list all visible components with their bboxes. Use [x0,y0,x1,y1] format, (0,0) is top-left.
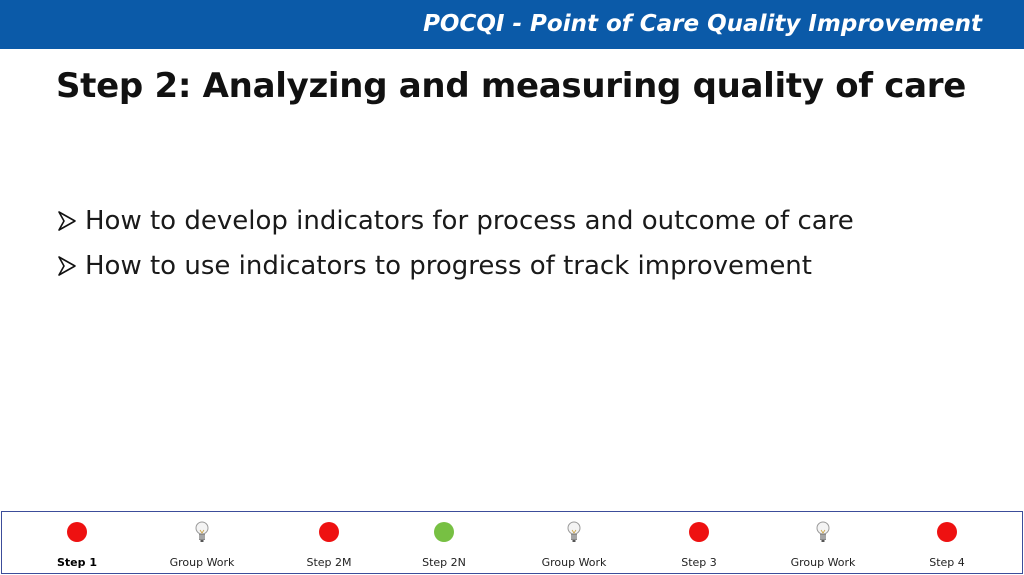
nav-label: Step 4 [929,556,965,569]
nav-item-step-2m[interactable]: Step 2M [269,512,389,573]
nav-item-step-1[interactable]: Step 1 [17,512,137,573]
nav-item-step-2n[interactable]: Step 2N [384,512,504,573]
lightbulb-icon [195,521,209,542]
arrow-bullet-icon [58,210,76,231]
lightbulb-icon [567,521,581,542]
nav-label: Step 2M [306,556,352,569]
nav-label: Group Work [790,556,856,569]
red-dot-icon [689,522,709,542]
nav-item-group-work-3[interactable]: Group Work [763,512,883,573]
bullet-text: How to use indicators to progress of tra… [85,250,812,281]
bullet-item: How to use indicators to progress of tra… [57,243,854,288]
nav-item-step-4[interactable]: Step 4 [887,512,1007,573]
nav-label: Step 2N [422,556,466,569]
header-title: POCQI - Point of Care Quality Improvemen… [423,11,982,37]
green-dot-icon [434,522,454,542]
nav-label: Step 3 [681,556,717,569]
bullet-list: How to develop indicators for process an… [57,198,854,288]
red-dot-icon [67,522,87,542]
nav-label: Step 1 [57,556,97,569]
nav-label: Group Work [169,556,235,569]
arrow-bullet-icon [58,255,76,276]
nav-item-group-work-1[interactable]: Group Work [142,512,262,573]
nav-item-group-work-2[interactable]: Group Work [514,512,634,573]
nav-item-step-3[interactable]: Step 3 [639,512,759,573]
red-dot-icon [937,522,957,542]
step-navigation-bar: Step 1 Group Work Step 2M Step 2N Group … [1,511,1023,574]
bullet-text: How to develop indicators for process an… [85,205,854,236]
slide-title: Step 2: Analyzing and measuring quality … [56,66,967,106]
red-dot-icon [319,522,339,542]
nav-label: Group Work [541,556,607,569]
header-bar: POCQI - Point of Care Quality Improvemen… [0,0,1024,49]
lightbulb-icon [816,521,830,542]
bullet-item: How to develop indicators for process an… [57,198,854,243]
